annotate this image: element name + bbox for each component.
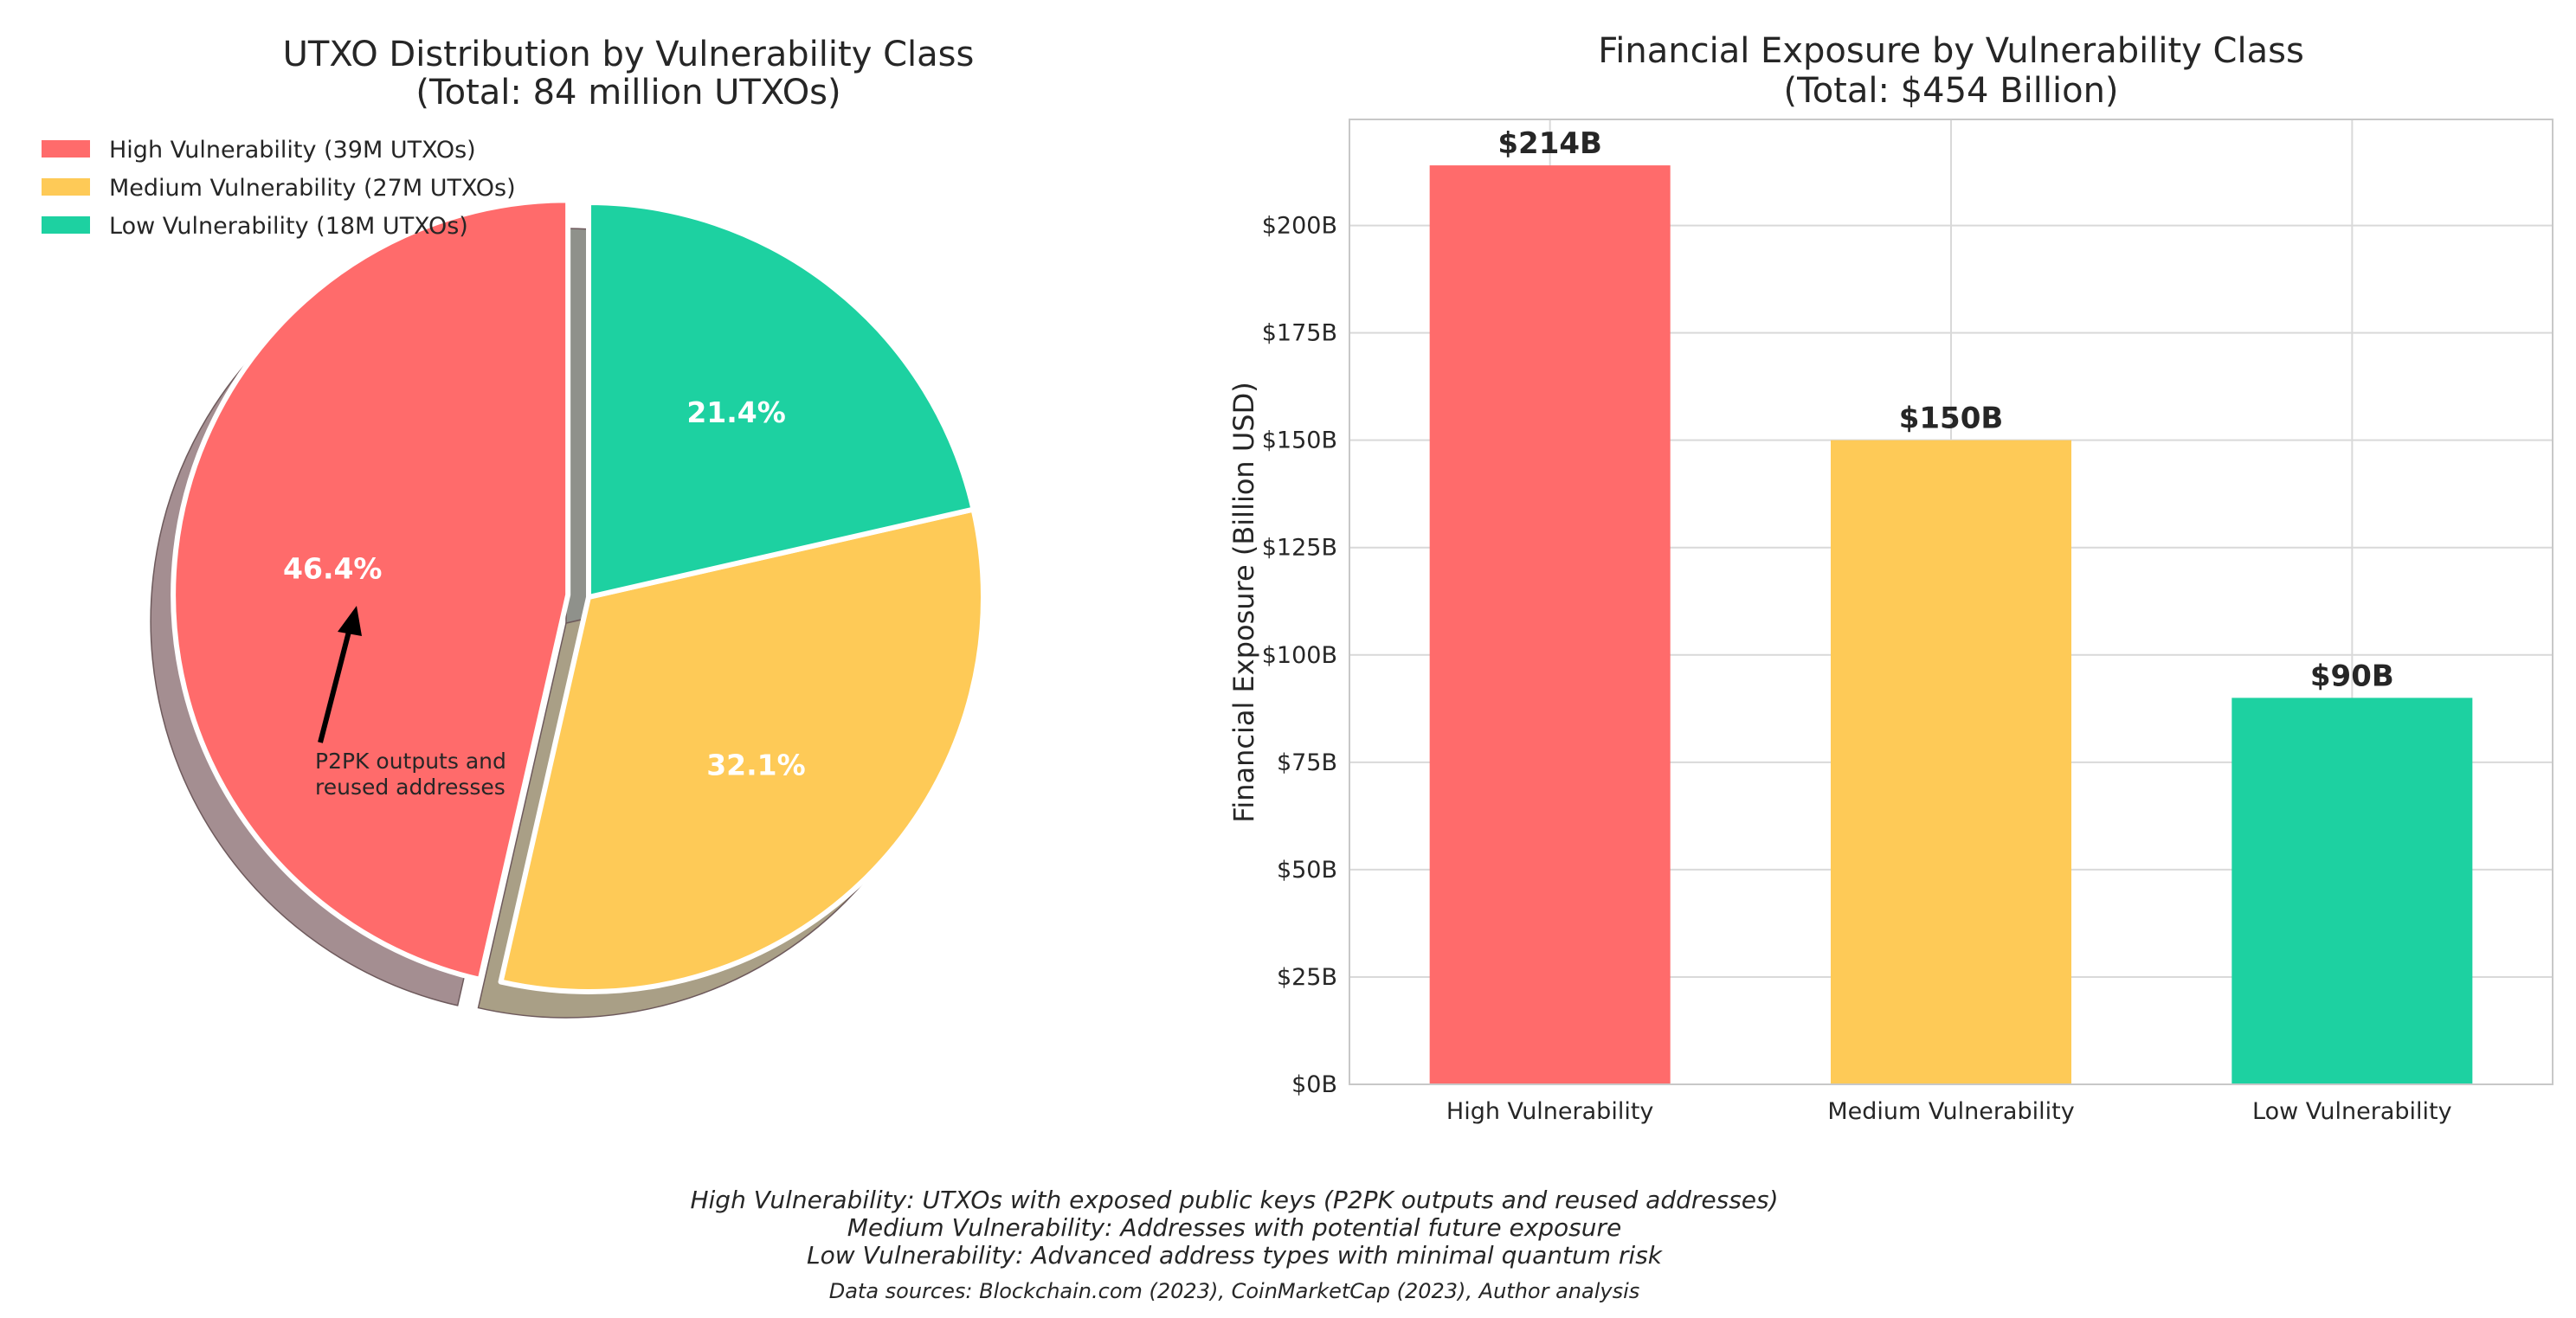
pie-pct-medium-vulnerability: 32.1% (706, 748, 806, 781)
pie-labels: 46.4% 32.1% 21.4% (283, 395, 806, 781)
x-tick-label-medium-vulnerability: Medium Vulnerability (1827, 1098, 2074, 1125)
bar-value-labels: $214B $150B $90B (1497, 126, 2393, 693)
bar-subtitle: (Total: $454 Billion) (1783, 71, 2118, 111)
bar-low-vulnerability (2231, 698, 2473, 1084)
pie-slice-high-vulnerability (171, 197, 571, 982)
x-tick-label-low-vulnerability: Low Vulnerability (2252, 1098, 2452, 1125)
bar-x-tick-labels: High Vulnerability Medium Vulnerability Lo… (1446, 1098, 2452, 1125)
bar-value-label-medium-vulnerability: $150B (1899, 402, 2004, 436)
y-tick-label: $175B (1262, 320, 1337, 347)
data-sources: Data sources: Blockchain.com (2023), Coi… (829, 1279, 1640, 1303)
y-tick-label: $125B (1262, 535, 1337, 562)
pie-legend: High Vulnerability (39M UTXOs) Medium Vu… (42, 137, 516, 240)
x-tick-label-high-vulnerability: High Vulnerability (1446, 1098, 1653, 1125)
y-tick-label: $100B (1262, 642, 1337, 669)
pie-pct-high-vulnerability: 46.4% (283, 552, 383, 586)
bar-value-label-low-vulnerability: $90B (2310, 659, 2394, 693)
legend-swatch-low (42, 216, 90, 234)
bar-bars (1429, 165, 2473, 1085)
pie-slice-low-vulnerability (586, 200, 976, 600)
legend-label-high: High Vulnerability (39M UTXOs) (109, 137, 476, 164)
pie-title: UTXO Distribution by Vulnerability Class (283, 35, 975, 74)
pie-slices (171, 197, 986, 994)
y-tick-label: $0B (1291, 1071, 1337, 1098)
bar-ylabel: Financial Exposure (Billion USD) (1227, 382, 1260, 823)
legend-swatch-high (42, 140, 90, 158)
y-tick-label: $50B (1277, 857, 1337, 884)
bar-value-label-high-vulnerability: $214B (1497, 126, 1602, 161)
bar-plot-frame (1349, 119, 2553, 1085)
annotation-line-2: reused addresses (315, 775, 506, 800)
legend-label-low: Low Vulnerability (18M UTXOs) (109, 213, 468, 240)
y-tick-label: $150B (1262, 428, 1337, 454)
annotation-line-1: P2PK outputs and (315, 749, 506, 774)
bar-high-vulnerability (1429, 165, 1671, 1085)
bar-title: Financial Exposure by Vulnerability Clas… (1598, 31, 2304, 71)
legend-swatch-medium (42, 178, 90, 196)
footnote-high: High Vulnerability: UTXOs with exposed p… (690, 1186, 1778, 1214)
pie-slice-medium-vulnerability (498, 506, 986, 994)
y-tick-label: $25B (1277, 964, 1337, 991)
pie-pct-low-vulnerability: 21.4% (686, 395, 786, 429)
legend-label-medium: Medium Vulnerability (27M UTXOs) (109, 175, 516, 202)
annotation-arrow-shaft (318, 627, 352, 743)
pie-annotation: P2PK outputs and reused addresses (315, 606, 506, 800)
footnote-medium: Medium Vulnerability: Addresses with pot… (847, 1213, 1622, 1242)
y-tick-label: $75B (1277, 749, 1337, 776)
bar-ticks: $0B $25B $50B $75B $100B $125B $150B $175B $200B (1262, 213, 1337, 1098)
y-tick-label: $200B (1262, 213, 1337, 240)
bar-medium-vulnerability (1831, 440, 2071, 1085)
pie-subtitle: (Total: 84 million UTXOs) (415, 73, 840, 113)
footnote-low: Low Vulnerability: Advanced address type… (807, 1241, 1664, 1270)
annotation-arrow-head (338, 606, 362, 636)
